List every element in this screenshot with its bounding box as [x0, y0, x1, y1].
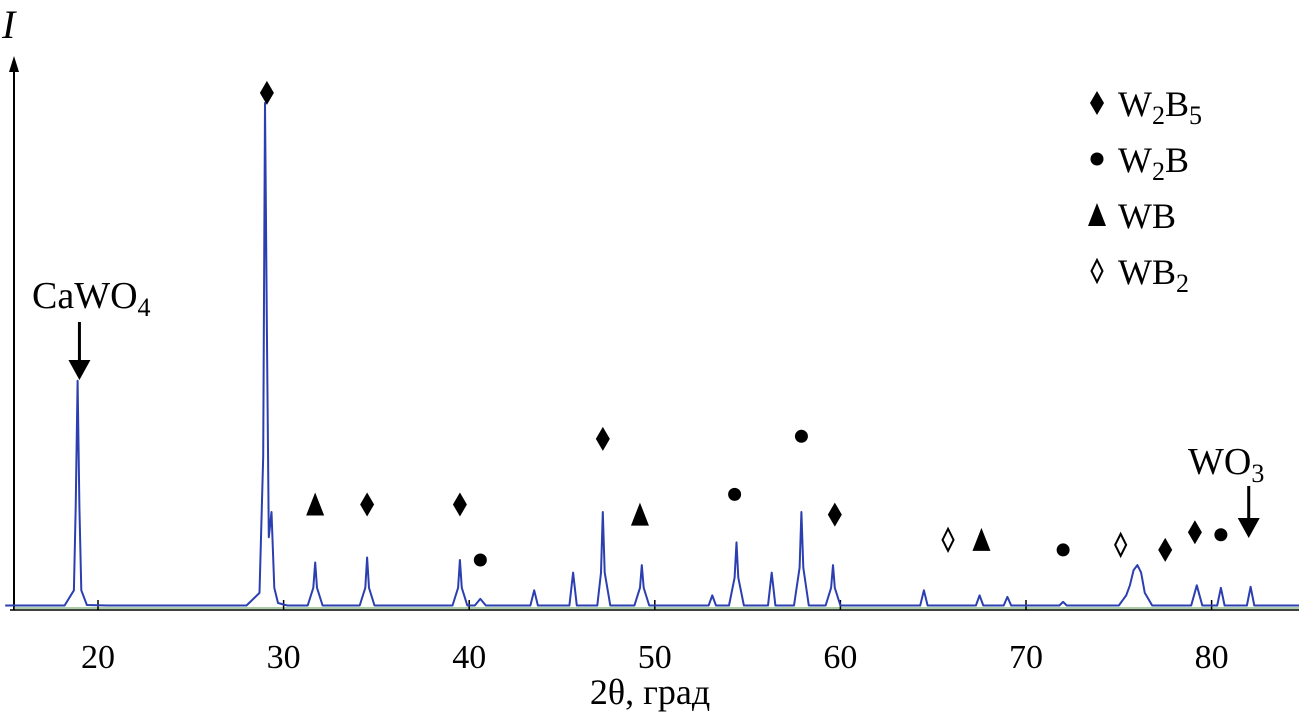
peak-marker-w2b5 [1158, 537, 1173, 562]
peak-marker-w2b5 [595, 426, 610, 451]
peak-marker-w2b5 [452, 492, 467, 517]
legend-marker-w2b [1090, 152, 1104, 166]
x-tick-label: 20 [81, 639, 115, 676]
x-tick-label: 70 [1009, 639, 1043, 676]
x-tick-label: 80 [1195, 639, 1229, 676]
y-axis-label: I [1, 2, 17, 47]
legend-marker-wb [1088, 203, 1106, 226]
annotation-arrow-head [68, 360, 91, 380]
legend-label: WB [1118, 196, 1176, 236]
peak-marker-wb [972, 527, 991, 551]
peak-marker-w2b [728, 487, 742, 501]
annotation-arrow-head [1237, 518, 1260, 538]
legend-marker-w2b5 [1090, 91, 1104, 115]
x-tick-labels: 20 30 40 50 60 70 80 [81, 639, 1229, 676]
annotation-label: WO3 [1188, 441, 1264, 488]
legend: W2B5 W2B WB WB2 [1088, 84, 1202, 298]
peak-markers [259, 80, 1228, 567]
legend-label: WB2 [1118, 252, 1189, 298]
peak-marker-w2b5 [1187, 520, 1202, 545]
peak-marker-wb [630, 502, 649, 526]
peak-marker-w2b [794, 429, 808, 443]
peak-marker-w2b5 [827, 502, 842, 527]
peak-marker-w2b5 [259, 80, 274, 105]
peak-marker-wb2 [941, 526, 955, 554]
x-tick-label: 60 [823, 639, 857, 676]
peak-marker-w2b5 [360, 492, 375, 517]
y-axis-arrow [9, 56, 19, 72]
peak-marker-wb2 [1114, 531, 1128, 559]
peak-marker-wb [306, 492, 325, 516]
peak-marker-w2b [1056, 543, 1070, 557]
x-tick-label: 30 [267, 639, 301, 676]
xrd-pattern-line [5, 102, 1299, 607]
legend-label: W2B5 [1118, 84, 1202, 130]
x-axis-label: 2θ, град [590, 672, 710, 712]
annotation-label: CaWO4 [32, 275, 151, 322]
phase-annotations: CaWO4 WO3 [32, 275, 1264, 538]
x-tick-label: 50 [638, 639, 672, 676]
x-tick-label: 40 [452, 639, 486, 676]
peak-marker-w2b [1214, 528, 1228, 542]
peak-marker-w2b [473, 553, 487, 567]
legend-label: W2B [1118, 140, 1189, 186]
plot-area: 20 30 40 50 60 70 80 CaWO4 WO3 [5, 56, 1299, 676]
legend-marker-wb2 [1090, 257, 1104, 285]
